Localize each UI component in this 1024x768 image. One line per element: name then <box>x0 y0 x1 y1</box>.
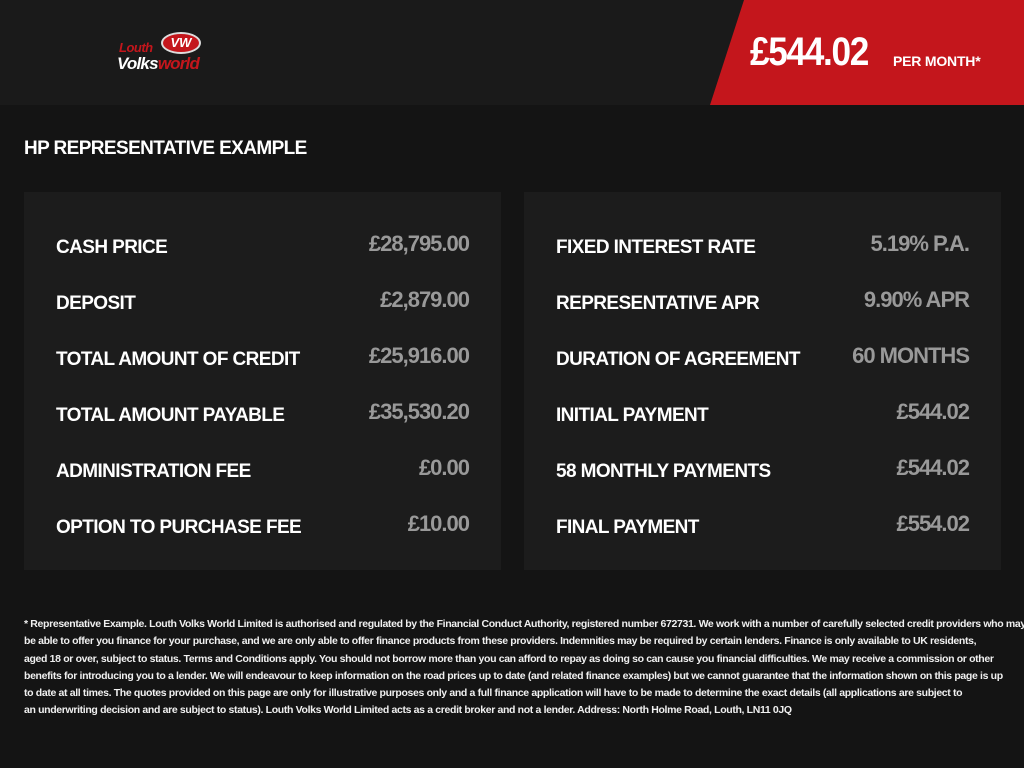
finance-label: TOTAL AMOUNT PAYABLE <box>56 405 285 426</box>
finance-row: 58 MONTHLY PAYMENTS £544.02 <box>556 440 970 496</box>
finance-label: REPRESENTATIVE APR <box>556 293 760 314</box>
finance-row: DEPOSIT £2,879.00 <box>56 272 470 328</box>
finance-row: CASH PRICE £28,795.00 <box>56 216 470 272</box>
finance-row: ADMINISTRATION FEE £0.00 <box>56 440 470 496</box>
finance-label: FINAL PAYMENT <box>556 517 699 538</box>
finance-label: TOTAL AMOUNT OF CREDIT <box>56 349 300 370</box>
finance-row: INITIAL PAYMENT £544.02 <box>556 384 970 440</box>
finance-row: TOTAL AMOUNT OF CREDIT £25,916.00 <box>56 328 470 384</box>
finance-label: DURATION OF AGREEMENT <box>556 349 801 370</box>
finance-panel-right: FIXED INTEREST RATE 5.19% P.A. REPRESENTAT… <box>524 192 1001 570</box>
logo-volksworld-text: Volksworld <box>117 54 200 74</box>
finance-value: 60 MONTHS <box>852 343 970 368</box>
finance-label: 58 MONTHLY PAYMENTS <box>556 461 771 482</box>
monthly-price-badge: £544.02 PER MONTH* <box>710 0 1024 105</box>
finance-label: ADMINISTRATION FEE <box>56 461 251 482</box>
disclaimer-line: benefits for introducing you to a lender… <box>24 669 1003 682</box>
louth-volksworld-logo[interactable]: Louth VW Volksworld <box>117 30 227 78</box>
finance-label: INITIAL PAYMENT <box>556 405 709 426</box>
vw-badge-icon: VW <box>161 32 201 54</box>
page-title: HP REPRESENTATIVE EXAMPLE <box>24 138 307 159</box>
finance-value: £2,879.00 <box>380 287 470 312</box>
finance-value: 9.90% APR <box>863 287 970 312</box>
finance-value: £28,795.00 <box>368 231 470 256</box>
finance-value: 5.19% P.A. <box>870 231 970 256</box>
per-month-label: PER MONTH* <box>893 53 981 69</box>
finance-value: £544.02 <box>896 399 970 424</box>
finance-row: FINAL PAYMENT £554.02 <box>556 496 970 552</box>
finance-label: OPTION TO PURCHASE FEE <box>56 517 302 538</box>
finance-label: FIXED INTEREST RATE <box>556 237 756 258</box>
monthly-price: £544.02 <box>750 30 869 74</box>
finance-value: £544.02 <box>896 455 970 480</box>
header: Louth VW Volksworld £544.02 PER MONTH* <box>0 0 1024 105</box>
finance-row: DURATION OF AGREEMENT 60 MONTHS <box>556 328 970 384</box>
finance-value: £0.00 <box>418 455 470 480</box>
disclaimer-line: * Representative Example. Louth Volks Wo… <box>24 618 1024 630</box>
finance-row: FIXED INTEREST RATE 5.19% P.A. <box>556 216 970 272</box>
finance-panel-left: CASH PRICE £28,795.00 DEPOSIT £2,879.00 TOTA… <box>24 192 501 570</box>
logo-louth-text: Louth <box>119 40 153 55</box>
logo-world: world <box>157 54 200 73</box>
disclaimer: * Representative Example. Louth Volks Wo… <box>24 616 1024 720</box>
disclaimer-line: an underwriting decision and are subject… <box>24 704 792 717</box>
finance-value: £10.00 <box>407 511 470 536</box>
disclaimer-line: to date at all times. The quotes provide… <box>24 687 963 700</box>
finance-label: DEPOSIT <box>56 293 136 314</box>
finance-row: REPRESENTATIVE APR 9.90% APR <box>556 272 970 328</box>
finance-value: £35,530.20 <box>368 399 470 424</box>
finance-value: £25,916.00 <box>368 343 470 368</box>
finance-row: OPTION TO PURCHASE FEE £10.00 <box>56 496 470 552</box>
disclaimer-line: be able to offer you finance for your pu… <box>24 635 977 648</box>
finance-value: £554.02 <box>896 511 970 536</box>
logo-volks: Volks <box>117 54 159 73</box>
disclaimer-line: aged 18 or over, subject to status. Term… <box>24 652 994 665</box>
finance-row: TOTAL AMOUNT PAYABLE £35,530.20 <box>56 384 470 440</box>
finance-label: CASH PRICE <box>56 237 168 258</box>
